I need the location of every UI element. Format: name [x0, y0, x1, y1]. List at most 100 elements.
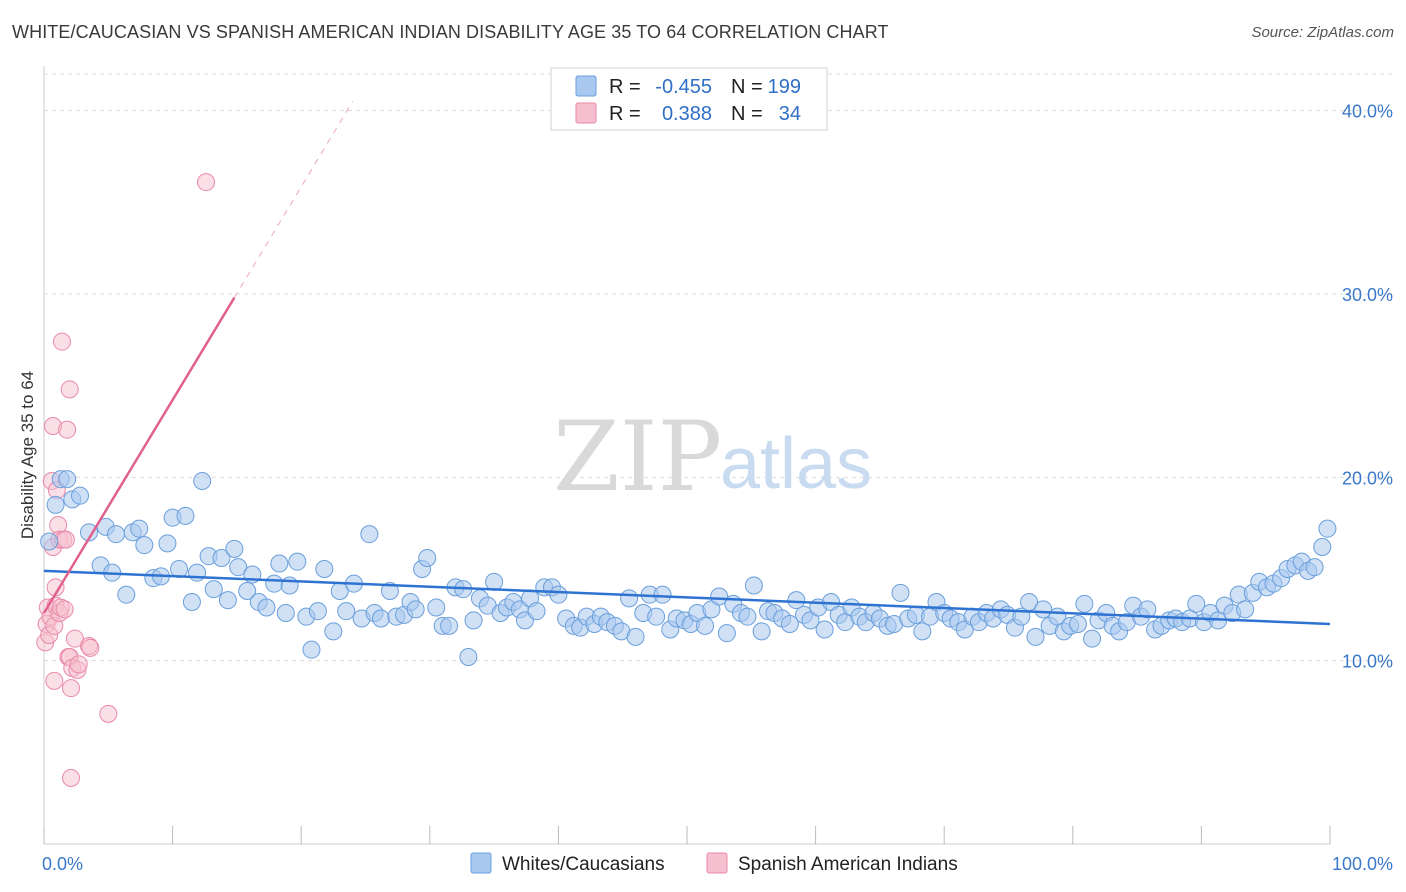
whites-point: [710, 587, 729, 606]
legend-swatch-blue: [575, 75, 597, 97]
whites-point: [135, 536, 154, 555]
spanish-trend-extension: [233, 101, 354, 298]
whites-point: [752, 622, 771, 641]
whites-point: [647, 607, 666, 626]
whites-point: [71, 486, 90, 505]
y-tick-label-2: 30.0%: [1342, 285, 1393, 305]
whites-point: [107, 525, 126, 544]
spanish-point: [62, 679, 81, 698]
whites-point: [193, 472, 212, 490]
correlation-legend: R = -0.455 N = 199 R = 0.388 N = 34: [550, 67, 828, 131]
whites-point: [620, 589, 639, 608]
whites-point: [527, 602, 546, 621]
whites-point: [371, 609, 390, 628]
whites-point: [1305, 558, 1324, 577]
whites-point: [1187, 594, 1206, 613]
legend-r-label-pink: R =: [609, 103, 641, 125]
whites-point: [302, 640, 321, 659]
axes: [43, 66, 1331, 845]
whites-point: [1236, 600, 1255, 619]
spanish-point: [62, 769, 81, 787]
whites-point: [265, 574, 284, 593]
whites-point: [182, 593, 201, 611]
whites-point: [257, 598, 276, 617]
whites-point: [626, 627, 645, 646]
whites-point: [225, 539, 244, 558]
whites-point: [780, 615, 799, 633]
whites-point: [288, 552, 307, 571]
whites-point: [308, 602, 327, 621]
whites-caucasians-points: [40, 470, 1337, 666]
spanish-point: [56, 530, 75, 549]
bottom-legend-swatch-pink: [706, 852, 728, 874]
whites-point: [130, 519, 149, 538]
legend-r-value-blue: -0.455: [655, 76, 712, 98]
spanish-point: [55, 600, 74, 619]
whites-point: [204, 580, 223, 599]
whites-point: [744, 576, 763, 595]
whites-point: [440, 616, 459, 635]
whites-point: [212, 549, 231, 567]
whites-point: [913, 622, 932, 641]
spanish-point: [60, 380, 79, 399]
whites-point: [218, 591, 237, 610]
whites-point: [40, 532, 59, 551]
spanish-point: [69, 655, 88, 674]
spanish-point: [197, 173, 216, 192]
bottom-legend-swatch-blue: [470, 852, 492, 874]
whites-point: [891, 583, 910, 602]
whites-point: [1034, 600, 1053, 619]
y-tick-label-0: 10.0%: [1342, 652, 1393, 672]
whites-point: [406, 600, 425, 619]
bottom-legend-label-spanish: Spanish American Indians: [738, 854, 958, 875]
whites-point: [738, 607, 757, 626]
whites-point: [46, 495, 65, 514]
whites-point: [229, 558, 248, 577]
whites-point: [1138, 600, 1157, 619]
spanish-trend-line: [42, 297, 236, 614]
spanish-point: [99, 704, 118, 723]
whites-point: [696, 616, 715, 635]
y-tick-label-3: 40.0%: [1342, 102, 1393, 122]
whites-point: [717, 624, 736, 643]
whites-point: [464, 611, 483, 630]
whites-point: [418, 549, 437, 567]
watermark: ZIP atlas: [553, 401, 872, 513]
trend-lines: [42, 101, 1331, 626]
whites-point: [787, 591, 806, 610]
whites-point: [1075, 594, 1094, 613]
legend-n-value-pink: 34: [779, 103, 801, 125]
whites-point: [270, 554, 289, 573]
legend-r-value-pink: 0.388: [662, 103, 712, 125]
spanish-point: [65, 629, 84, 648]
x-tick-label-1: 100.0%: [1332, 854, 1393, 874]
whites-point: [1313, 538, 1332, 556]
whites-point: [427, 598, 446, 617]
y-tick-label-1: 20.0%: [1342, 468, 1393, 488]
legend-n-label-blue: N =: [731, 76, 763, 98]
y-axis-label: Disability Age 35 to 64: [18, 371, 37, 539]
x-tick-label-0: 0.0%: [42, 854, 83, 874]
source-label: Source: ZipAtlas.com: [1251, 24, 1394, 41]
whites-point: [276, 604, 295, 622]
whites-point: [1026, 627, 1045, 646]
spanish-point: [53, 332, 72, 351]
whites-point: [117, 585, 136, 604]
legend-n-value-blue: 199: [768, 76, 801, 98]
legend-box: [550, 67, 828, 131]
bottom-legend-label-whites: Whites/Caucasians: [502, 854, 665, 875]
whites-point: [360, 525, 379, 544]
whites-point: [58, 470, 77, 489]
whites-point: [315, 560, 334, 578]
whites-point: [459, 648, 478, 666]
watermark-zip: ZIP: [553, 401, 722, 513]
whites-point: [380, 582, 399, 600]
whites-point: [324, 622, 343, 641]
spanish-point: [81, 638, 100, 657]
whites-point: [653, 585, 672, 604]
spanish-point: [45, 671, 64, 690]
whites-point: [549, 585, 568, 604]
whites-point: [1068, 615, 1087, 633]
series-legend: Whites/Caucasians Spanish American India…: [470, 852, 958, 875]
